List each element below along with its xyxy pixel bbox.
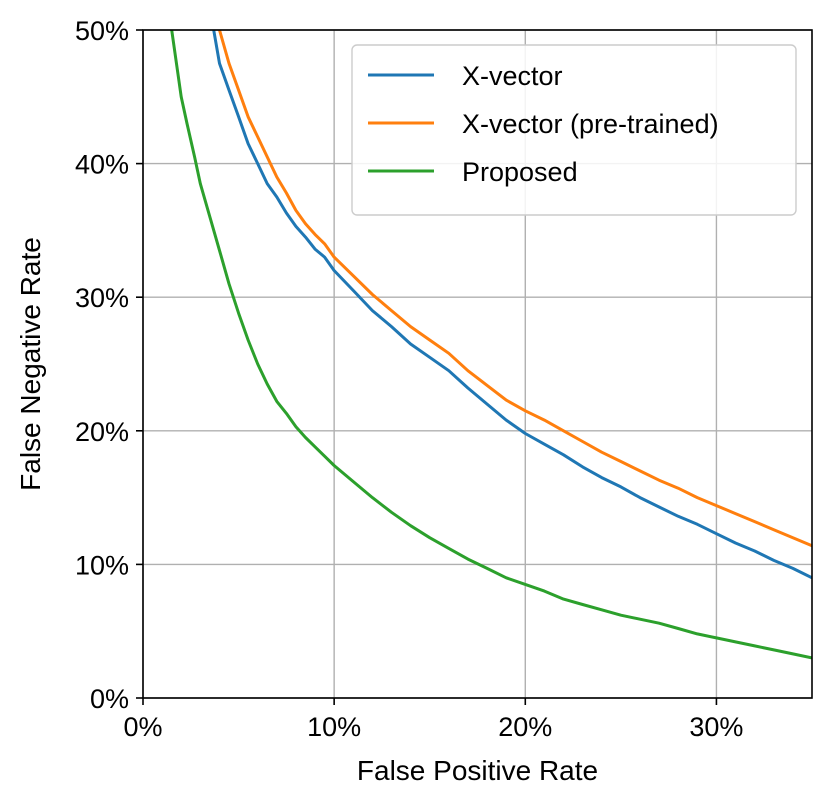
y-tick-label: 40% <box>75 150 129 180</box>
legend-label-1: X-vector (pre-trained) <box>462 109 719 139</box>
legend: X-vector X-vector (pre-trained) Proposed <box>351 44 797 216</box>
series-line-1 <box>218 30 812 548</box>
y-tick-label: 20% <box>75 417 129 447</box>
y-tick-label: 0% <box>90 684 129 714</box>
series-line-0 <box>212 30 812 580</box>
axis-ticks: 0% 10% 20% 30% 0% 10% 20% 30% 40% 50% <box>75 16 743 742</box>
x-tick-label: 10% <box>307 712 361 742</box>
legend-box <box>351 44 797 216</box>
legend-label-0: X-vector <box>462 61 563 91</box>
plot-frame <box>142 29 813 699</box>
series-lines <box>170 30 812 660</box>
x-tick-label: 30% <box>689 712 743 742</box>
y-tick-label: 10% <box>75 550 129 580</box>
y-tick-label: 50% <box>75 16 129 46</box>
x-tick-label: 0% <box>123 712 162 742</box>
legend-label-2: Proposed <box>462 157 578 187</box>
y-axis-title: False Negative Rate <box>15 237 46 491</box>
y-tick-label: 30% <box>75 283 129 313</box>
series-line-2 <box>170 30 812 660</box>
x-tick-label: 20% <box>498 712 552 742</box>
x-axis-title: False Positive Rate <box>357 755 598 786</box>
